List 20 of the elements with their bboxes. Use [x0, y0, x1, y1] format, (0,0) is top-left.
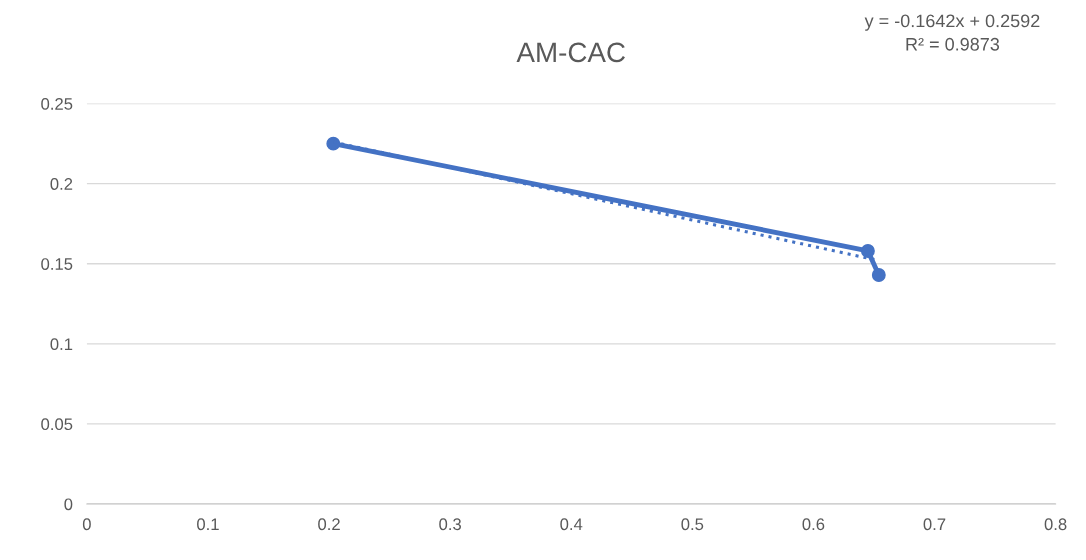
x-tick-label: 0.1	[197, 518, 219, 531]
point	[860, 244, 875, 258]
x-tick-label: 0.5	[681, 518, 704, 531]
x-tick-label: 0.8	[1044, 518, 1067, 531]
x-tick-label: 0.3	[439, 518, 461, 531]
y-tick-label: 0	[64, 498, 73, 511]
point	[871, 268, 886, 282]
y-tick-label: 0.05	[41, 418, 73, 431]
y-tick-label: 0.2	[50, 178, 73, 190]
y-tick-label: 0.15	[41, 258, 73, 270]
text: y = -0.1642x + 0.2592 R² = 0.9873	[864, 14, 1040, 51]
point	[326, 136, 341, 151]
x-tick-label: 0.7	[923, 518, 946, 531]
y-tick-label: 0.25	[41, 98, 73, 110]
x-tick-label: 0.2	[318, 518, 340, 531]
chart-title: AM-CAC	[516, 42, 625, 63]
x-tick-label: 0	[82, 518, 91, 531]
y-tick-label: 0.1	[50, 338, 73, 351]
x-tick-label: 0.4	[560, 518, 583, 531]
x-tick-label: 0.6	[802, 518, 825, 531]
